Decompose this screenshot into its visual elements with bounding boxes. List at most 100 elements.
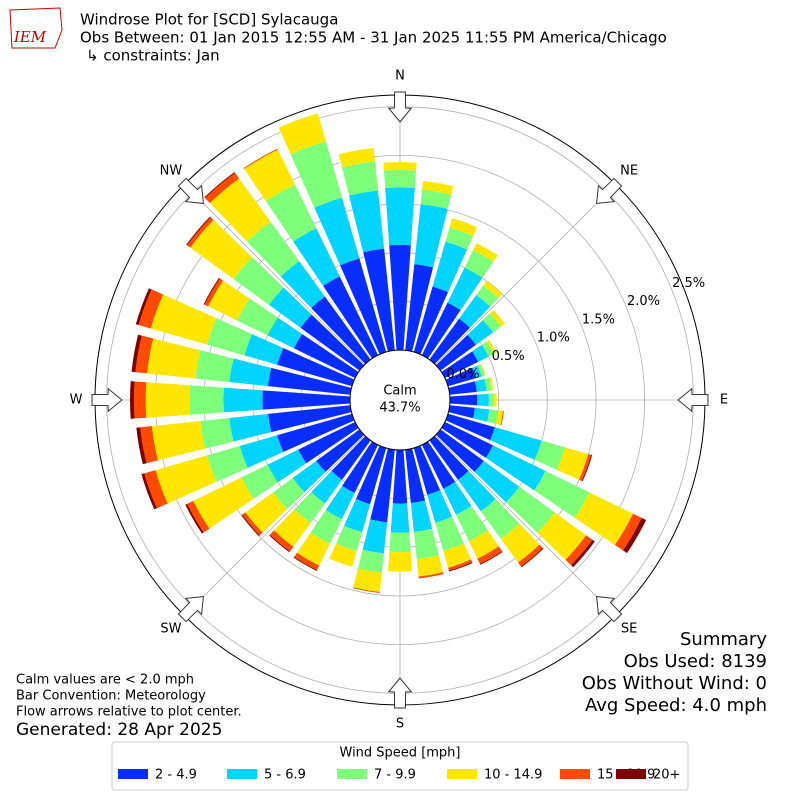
bar-segment: [473, 243, 498, 262]
bar-segment: [329, 543, 357, 567]
flow-arrow: [596, 596, 623, 623]
legend-title: Wind Speed [mph]: [340, 746, 461, 761]
bar-segment: [574, 492, 634, 545]
bar-segment: [292, 460, 326, 493]
bar-segment: [477, 364, 485, 377]
bar-segment: [383, 169, 417, 188]
bar-segment: [323, 276, 379, 359]
bar-segment: [435, 516, 464, 551]
bar-segment: [500, 523, 540, 563]
bar-segment: [246, 221, 300, 277]
legend-swatch: [118, 769, 148, 779]
bar-segment: [489, 309, 506, 327]
bar-segment: [427, 490, 453, 523]
bar-segment: [505, 486, 555, 533]
grid-line: [435, 435, 616, 616]
bar-segment: [353, 587, 380, 593]
bar-segment: [363, 248, 395, 352]
bar-segment: [490, 427, 542, 460]
logo: IEM: [13, 28, 47, 46]
bar-segment: [457, 470, 496, 512]
bar-segment: [206, 318, 253, 356]
x-tick-label: E: [720, 393, 728, 408]
bar-segment: [185, 503, 204, 534]
bar-segment: [421, 302, 461, 359]
bar-segment: [187, 500, 210, 533]
bar-segment: [486, 339, 497, 355]
bar-segment: [405, 264, 434, 352]
y-tick-label: 2.5%: [672, 276, 705, 291]
legend-swatch: [616, 769, 646, 779]
bar-segment: [341, 161, 378, 196]
bar-segment: [487, 409, 499, 424]
bar-segment: [208, 280, 250, 321]
x-tick-label: NW: [160, 163, 183, 178]
bar-segment: [456, 506, 488, 542]
bar-segment: [537, 512, 587, 560]
bar-segment: [483, 280, 503, 299]
bar-segment: [472, 365, 482, 379]
bar-segment: [485, 445, 546, 491]
bar-segment: [474, 378, 487, 392]
flow-arrow: [177, 596, 204, 623]
bar-segment: [245, 492, 288, 533]
x-tick-label: SW: [160, 622, 181, 637]
bar-segment: [145, 382, 190, 418]
bar-segment: [418, 572, 444, 579]
bar-segment: [448, 562, 473, 572]
bar-segment: [414, 204, 448, 268]
bar-segment: [392, 449, 408, 504]
legend-swatch: [337, 769, 367, 779]
bar-segment: [480, 363, 486, 376]
bar-segment: [565, 535, 593, 566]
bar-segment: [316, 429, 365, 472]
bar-segment: [448, 559, 473, 571]
bar-segment: [383, 162, 417, 171]
bar-segment: [410, 500, 433, 533]
flow-arrow: [596, 177, 623, 204]
bar-segment: [479, 551, 503, 565]
bar-segment: [389, 532, 411, 553]
bar-segment: [150, 294, 217, 345]
bar-segment: [277, 413, 355, 453]
bar-segment: [243, 148, 278, 169]
x-tick-label: W: [70, 393, 83, 408]
flow-arrow: [91, 387, 123, 413]
legend-label: 7 - 9.9: [374, 768, 416, 783]
bar-segment: [449, 394, 478, 406]
bar-segment: [571, 539, 595, 568]
bar-segment: [130, 381, 135, 419]
bar-segment: [441, 351, 479, 379]
bar-segment: [147, 338, 201, 379]
bar-segment: [233, 257, 284, 305]
bar-segment: [448, 381, 477, 395]
bar-segment: [336, 525, 363, 551]
bar-segment: [267, 367, 352, 395]
bar-segment: [413, 445, 441, 495]
bar-segment: [187, 217, 214, 248]
bar-segment: [267, 405, 352, 433]
bar-segment: [151, 420, 206, 461]
calm-label: Calm: [383, 384, 416, 399]
y-tick-label: 1.0%: [537, 331, 570, 346]
bar-segment: [421, 441, 456, 489]
bar-segment: [342, 441, 379, 494]
bar-segment: [310, 510, 342, 544]
legend-label: 20+: [653, 768, 680, 783]
bar-segment: [290, 141, 342, 208]
bar-segment: [353, 568, 382, 593]
note: Flow arrows relative to plot center.: [16, 705, 242, 720]
bar-segment: [518, 544, 543, 567]
constraints: ↳ constraints: Jan: [86, 47, 220, 65]
bar-segment: [476, 285, 499, 307]
bar-segment: [520, 547, 544, 568]
bar-segment: [155, 455, 217, 504]
bar-segment: [445, 413, 495, 441]
bar-segment: [477, 546, 502, 564]
bar-segment: [311, 470, 343, 504]
flow-arrow: [387, 677, 413, 709]
grid-line: [184, 435, 365, 616]
bar-segment: [331, 435, 371, 480]
bar-segment: [477, 393, 489, 407]
summary: Summary: [680, 629, 767, 650]
